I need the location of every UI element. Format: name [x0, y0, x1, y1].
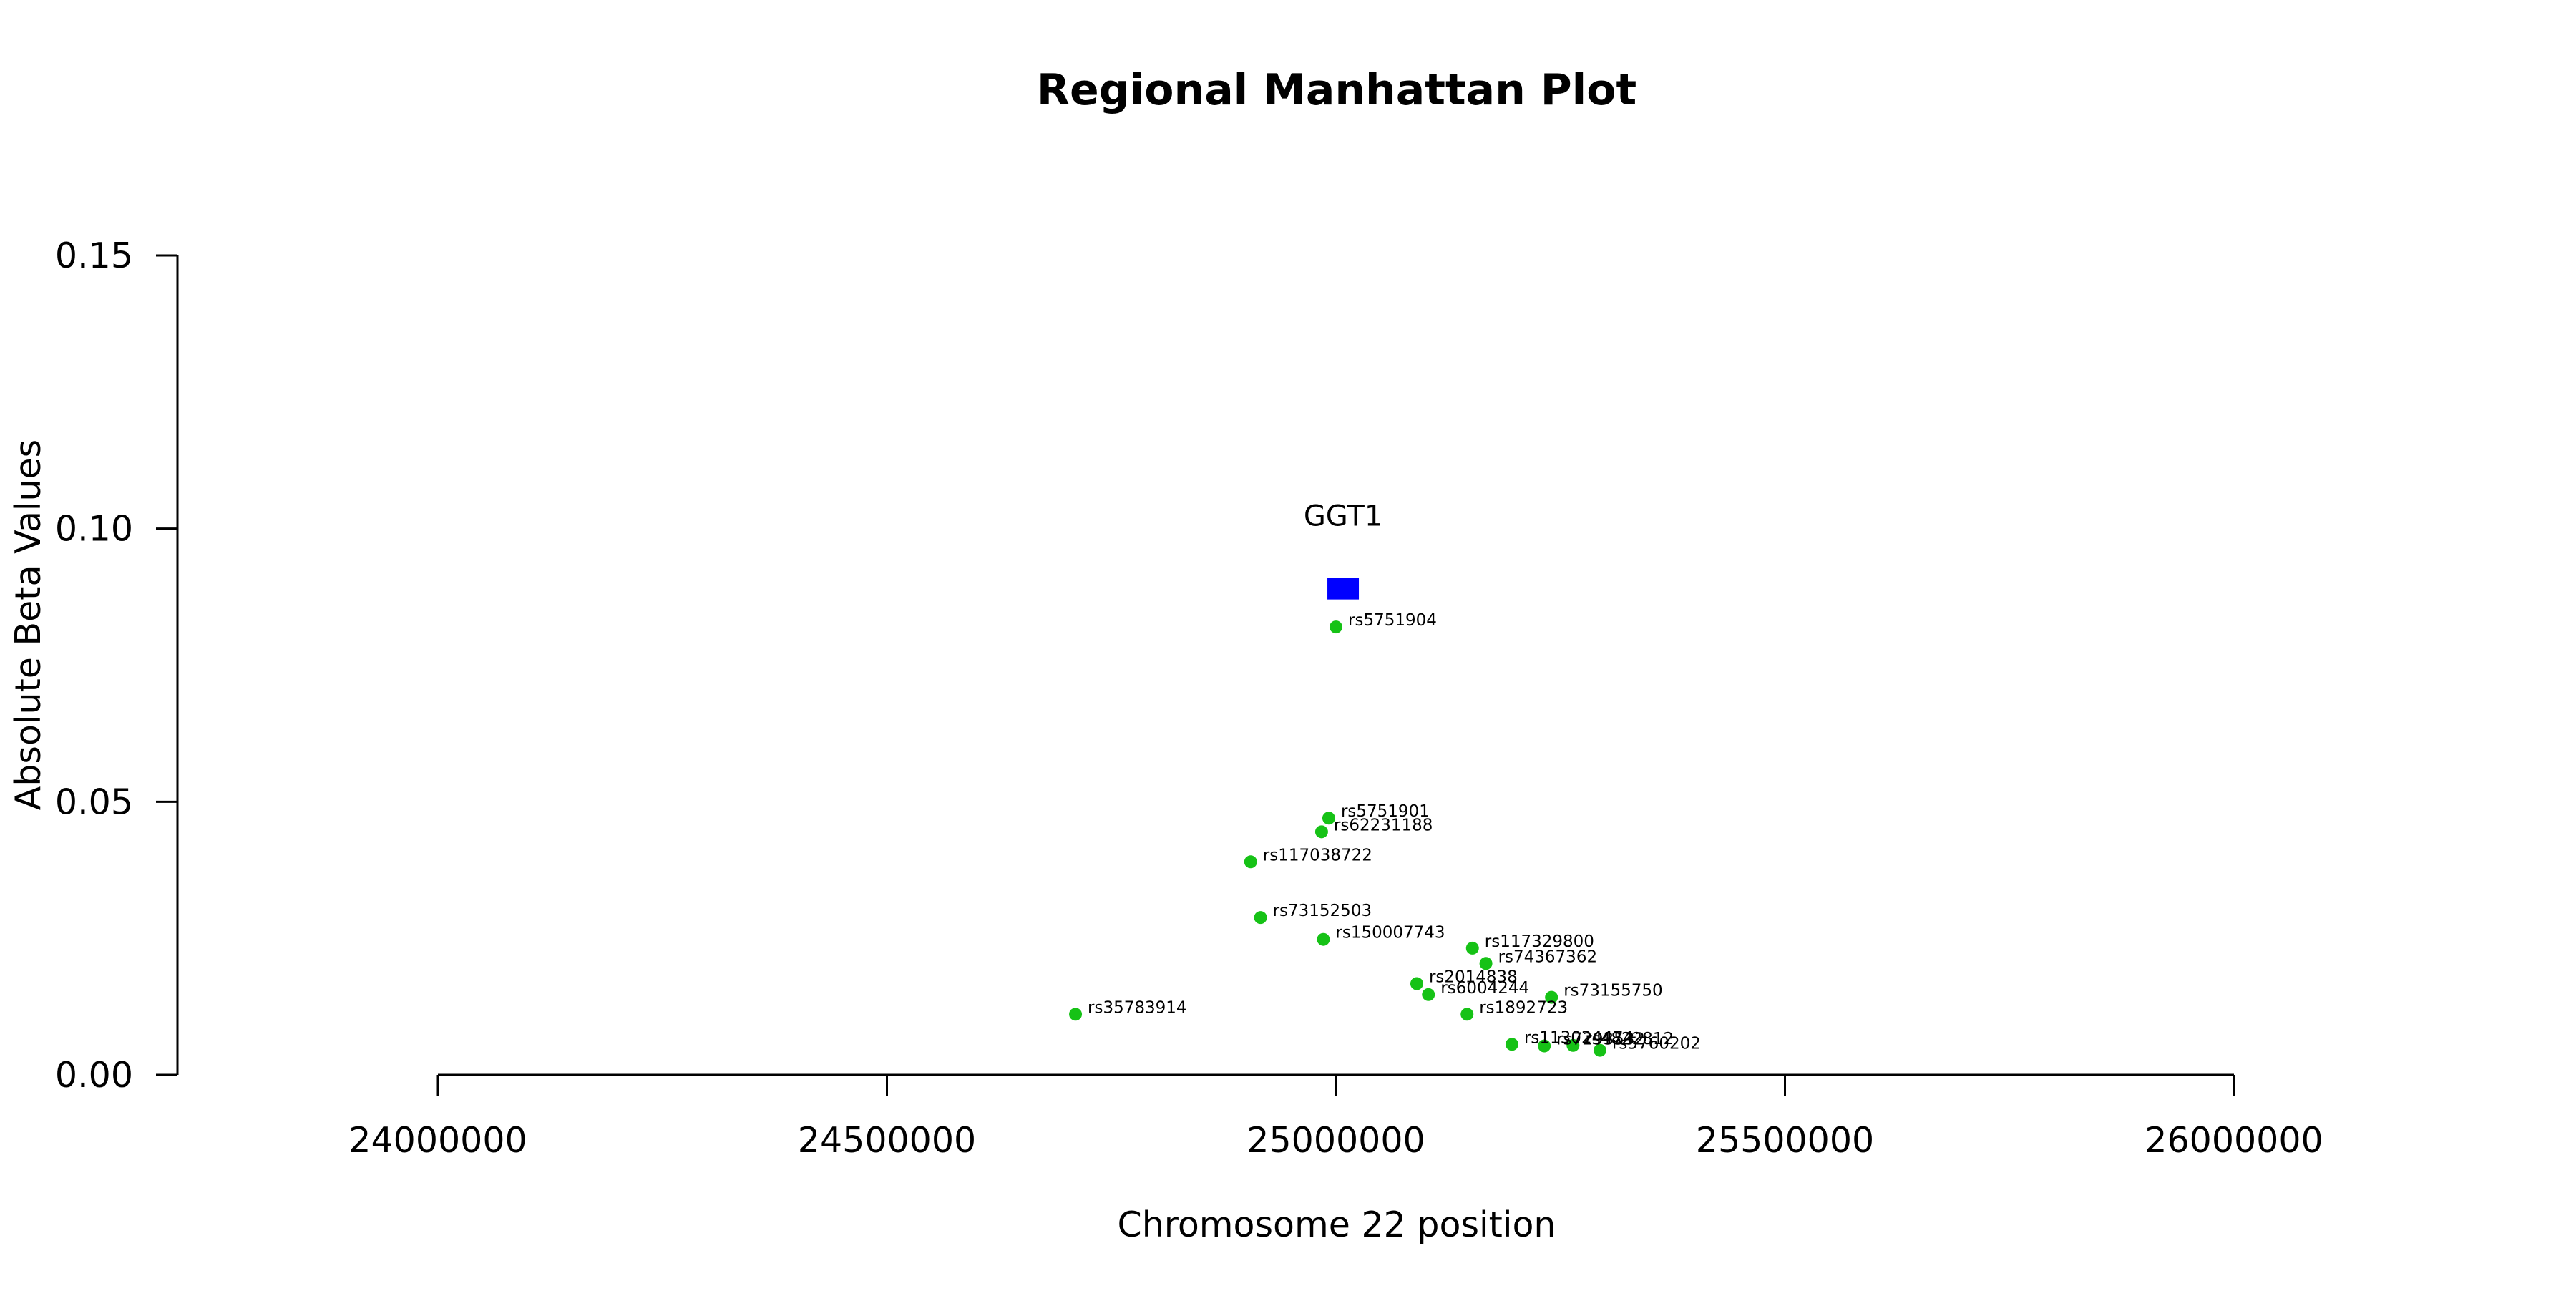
snp-label: rs62231188	[1334, 816, 1433, 834]
snp-label: rs73155750	[1563, 982, 1663, 1000]
y-axis-label: Absolute Beta Values	[8, 439, 49, 810]
snp-label: rs4822812	[1585, 1030, 1674, 1048]
x-tick-label: 24500000	[798, 1120, 976, 1161]
snp-point	[1314, 825, 1328, 839]
y-tick-label: 0.05	[55, 781, 133, 822]
snp-point	[1244, 855, 1257, 869]
snp-point	[1422, 988, 1435, 1001]
snp-label: rs117038722	[1263, 846, 1372, 864]
snp-point	[1566, 1038, 1580, 1052]
y-tick-label: 0.15	[55, 235, 133, 276]
snp-label: rs113024474	[1524, 1028, 1634, 1047]
x-axis-label: Chromosome 22 position	[1117, 1204, 1556, 1245]
x-tick-label: 25000000	[1246, 1120, 1425, 1161]
snp-point	[1505, 1038, 1518, 1051]
snp-label: rs6004244	[1440, 979, 1529, 998]
snp-point	[1254, 911, 1267, 925]
y-tick-label: 0.00	[55, 1055, 133, 1096]
snp-label: rs35783914	[1088, 998, 1187, 1017]
snp-label: rs117329800	[1485, 932, 1594, 951]
x-tick-label: 25500000	[1696, 1120, 1874, 1161]
x-tick-label: 24000000	[348, 1120, 527, 1161]
snp-label: rs74367362	[1498, 947, 1598, 966]
y-tick-label: 0.10	[55, 509, 133, 550]
chart-title: Regional Manhattan Plot	[1037, 65, 1636, 115]
snp-point	[1069, 1008, 1083, 1021]
snp-point	[1410, 977, 1423, 990]
snp-point	[1538, 1039, 1551, 1053]
snp-point	[1330, 620, 1342, 634]
data-points	[1069, 578, 1606, 1057]
snp-label: rs5751901	[1341, 802, 1430, 821]
snp-point	[1545, 990, 1558, 1004]
x-tick-label: 26000000	[2145, 1120, 2323, 1161]
snp-label: rs5760202	[1612, 1035, 1701, 1053]
snp-point	[1593, 1043, 1606, 1057]
gene-label: GGT1	[1304, 500, 1382, 533]
snp-label: rs2014838	[1429, 968, 1518, 987]
snp-label: rs5751904	[1348, 611, 1437, 630]
snp-label: rs73152503	[1273, 902, 1372, 920]
snp-label: rs1892723	[1479, 998, 1568, 1017]
snp-point	[1322, 812, 1335, 825]
snp-point	[1479, 957, 1493, 970]
snp-label: rs150007743	[1335, 924, 1445, 942]
axes: 0.00 0.05 0.10 0.15 24000000 24500000 25000000…	[55, 235, 2323, 1161]
snp-point	[1465, 941, 1479, 955]
snp-label: rs7293532	[1556, 1031, 1645, 1049]
gene-marker	[1327, 578, 1360, 600]
snp-point	[1460, 1008, 1474, 1021]
snp-point	[1317, 932, 1330, 946]
